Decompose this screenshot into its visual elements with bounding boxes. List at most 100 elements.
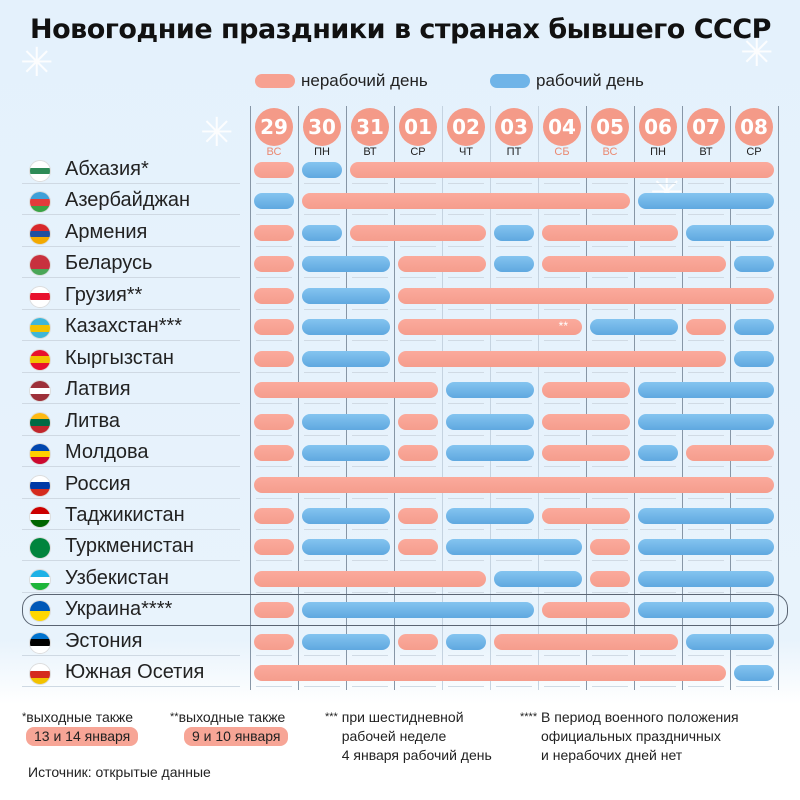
flag-stripe — [30, 387, 50, 395]
row-divider — [304, 277, 340, 279]
row-divider — [736, 434, 772, 436]
working-segment — [734, 319, 774, 336]
country-name: Южная Осетия — [65, 661, 205, 684]
row-divider — [400, 403, 436, 405]
row-divider — [496, 308, 532, 310]
row-divider — [544, 277, 580, 279]
row-divider — [22, 654, 240, 656]
row-divider — [544, 183, 580, 184]
working-segment — [638, 507, 774, 524]
country-row: Латвия — [0, 375, 800, 406]
country-name: Кыргызстан — [65, 346, 174, 369]
row-divider — [400, 654, 436, 656]
working-segment — [638, 445, 678, 462]
row-divider — [592, 214, 628, 216]
day-date: 02 — [447, 108, 485, 146]
flag-icon — [29, 505, 51, 528]
nonworking-segment — [254, 665, 726, 682]
working-segment — [638, 570, 774, 587]
working-segment — [302, 224, 342, 241]
row-divider — [448, 308, 484, 310]
row-divider — [688, 591, 724, 593]
day-weekday: ВС — [602, 146, 618, 158]
grid-line — [442, 106, 443, 690]
row-divider — [22, 591, 240, 593]
flag-stripe — [30, 199, 50, 206]
row-divider — [544, 245, 580, 247]
row-divider — [22, 183, 240, 184]
flag-stripe — [30, 475, 50, 483]
country-row: Россия — [0, 470, 800, 501]
row-divider — [688, 528, 724, 530]
flag-icon — [29, 537, 51, 560]
working-segment — [302, 350, 390, 367]
working-segment — [302, 539, 390, 556]
nonworking-segment — [254, 319, 294, 336]
row-divider — [688, 434, 724, 436]
flag-stripe — [30, 425, 50, 433]
row-divider — [22, 686, 240, 688]
row-divider — [400, 183, 436, 184]
footnote-pill: 13 и 14 января — [26, 727, 139, 746]
row-divider — [400, 560, 436, 562]
row-divider — [688, 497, 724, 499]
working-segment — [302, 633, 390, 650]
row-divider — [688, 560, 724, 562]
row-divider — [496, 434, 532, 436]
row-divider — [304, 183, 340, 184]
row-divider — [400, 277, 436, 279]
row-divider — [448, 466, 484, 468]
flag-stripe — [30, 576, 50, 584]
working-segment — [686, 633, 774, 650]
day-weekday: СР — [410, 146, 426, 158]
working-segment — [446, 539, 582, 556]
row-divider — [256, 403, 292, 405]
row-divider — [736, 371, 772, 373]
day-date: 05 — [591, 108, 629, 146]
flag-stripe — [30, 161, 50, 168]
working-segment — [590, 319, 678, 336]
flag-stripe — [30, 419, 50, 426]
row-divider — [544, 497, 580, 499]
row-divider — [736, 277, 772, 279]
row-divider — [640, 434, 676, 436]
row-divider — [448, 591, 484, 593]
working-segment — [734, 256, 774, 273]
row-divider — [736, 308, 772, 310]
row-divider — [496, 403, 532, 405]
row-divider — [544, 308, 580, 310]
country-name: Украина**** — [65, 598, 173, 621]
row-divider — [736, 466, 772, 468]
row-divider — [256, 308, 292, 310]
row-divider — [352, 466, 388, 468]
row-divider — [304, 528, 340, 530]
day-weekday: ВС — [266, 146, 282, 158]
row-divider — [544, 403, 580, 405]
row-divider — [592, 403, 628, 405]
country-name: Грузия** — [65, 283, 143, 306]
footnote-1: *выходные также 13 и 14 января — [22, 708, 139, 746]
highlight-ukraine-row — [22, 594, 788, 626]
row-divider — [352, 183, 388, 184]
working-segment — [302, 319, 390, 336]
country-name: Казахстан*** — [65, 315, 183, 338]
flag-icon — [29, 568, 51, 591]
row-divider — [448, 686, 484, 688]
flag-stripe — [30, 223, 50, 231]
row-divider — [640, 591, 676, 593]
working-segment — [446, 413, 534, 430]
row-divider — [22, 340, 240, 342]
row-divider — [592, 686, 628, 688]
row-divider — [496, 466, 532, 468]
row-divider — [22, 308, 240, 310]
row-divider — [448, 183, 484, 184]
flag-stripe — [30, 167, 50, 175]
row-divider — [22, 371, 240, 373]
day-date: 30 — [303, 108, 341, 146]
flag-stripe — [30, 677, 50, 685]
row-divider — [640, 371, 676, 373]
footnote-2: **выходные также 9 и 10 января — [170, 708, 289, 746]
nonworking-segment — [254, 445, 294, 462]
row-divider — [496, 591, 532, 593]
country-name: Молдова — [65, 441, 149, 464]
